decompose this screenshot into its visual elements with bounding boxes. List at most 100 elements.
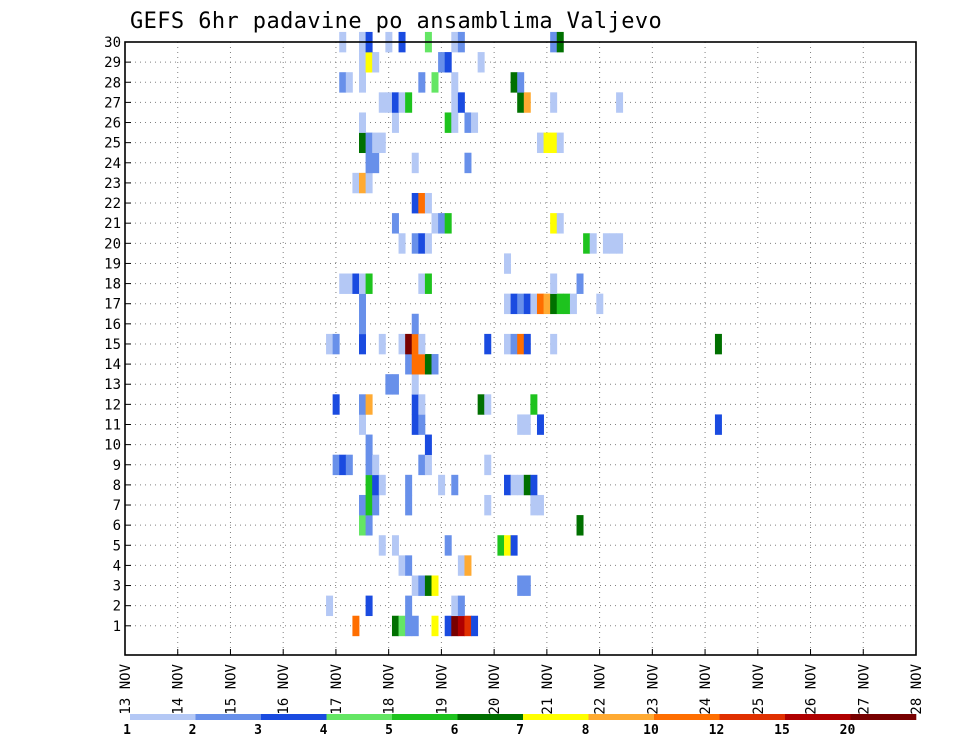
precip-cell: [391, 535, 399, 556]
y-tick-label: 9: [113, 458, 121, 474]
precip-cell: [372, 474, 380, 496]
precip-cell: [405, 354, 413, 375]
precip-cell: [359, 52, 366, 73]
y-tick-label: 25: [104, 136, 121, 152]
colorbar-tick-label: 2: [189, 723, 197, 738]
x-tick-label: 20 NOV: [487, 663, 503, 714]
precip-cell: [378, 535, 386, 556]
colorbar-swatch: [392, 714, 458, 720]
precip-cell: [451, 72, 459, 93]
precip-cell: [372, 152, 380, 174]
colorbar-tick-label: 7: [516, 723, 524, 738]
x-tick-label: 18 NOV: [382, 663, 398, 714]
precip-cell: [359, 132, 366, 154]
precip-cell: [457, 595, 465, 617]
precip-cell: [424, 233, 432, 254]
x-tick-label: 16 NOV: [276, 663, 292, 714]
y-tick-label: 2: [113, 599, 121, 615]
precip-cell: [359, 273, 366, 294]
precip-cell: [398, 333, 406, 355]
y-tick-label: 10: [104, 438, 121, 454]
precip-cell: [477, 394, 485, 415]
colorbar-swatch: [785, 714, 851, 720]
precip-cell: [424, 192, 432, 214]
precip-cell: [556, 293, 564, 315]
precip-cell: [391, 374, 399, 395]
precip-cell: [365, 132, 373, 154]
precip-cell: [530, 474, 538, 496]
precip-cell: [365, 172, 373, 194]
precip-cell: [359, 313, 366, 335]
precip-cell: [517, 414, 525, 435]
y-tick-label: 11: [104, 417, 121, 433]
y-tick-label: 12: [104, 397, 121, 413]
precip-cell: [424, 434, 432, 455]
y-tick-label: 28: [104, 75, 121, 91]
precip-cell: [504, 535, 512, 556]
chart-title: GEFS 6hr padavine po ansamblima Valjevo: [130, 9, 662, 34]
x-tick-label: 22 NOV: [593, 663, 609, 714]
y-axis-ticks: 1234567891011121314151617181920212223242…: [104, 35, 131, 635]
colorbar-tick-label: 4: [320, 723, 328, 738]
precip-cell: [497, 535, 505, 556]
colorbar-swatch: [523, 714, 589, 720]
precip-cell: [444, 535, 452, 556]
precip-cell: [365, 434, 373, 455]
precip-cell: [530, 293, 538, 315]
precip-cell: [326, 595, 334, 617]
precip-cell: [451, 595, 459, 617]
precip-cell: [418, 72, 426, 93]
precip-cell: [359, 333, 366, 355]
precip-cell: [510, 535, 518, 556]
precip-cell: [411, 374, 419, 395]
colorbar-tick-label: 6: [451, 723, 459, 738]
y-tick-label: 22: [104, 196, 121, 212]
colorbar-swatch: [719, 714, 786, 720]
colorbar-swatch: [130, 714, 196, 720]
y-tick-label: 7: [113, 498, 121, 514]
precip-cell: [464, 152, 472, 174]
x-tick-label: 25 NOV: [751, 663, 767, 714]
precip-cell: [391, 92, 399, 113]
precip-cell: [504, 474, 512, 496]
precip-cell: [484, 494, 492, 516]
precip-cell: [431, 72, 439, 93]
precip-cell: [616, 233, 624, 254]
precip-cell: [398, 92, 406, 113]
precip-cell: [616, 92, 624, 113]
colorbar: 1 2 3 4 5 6 7 8 10 12 15 20: [123, 714, 917, 738]
precip-cell: [411, 192, 419, 214]
precip-cell: [411, 313, 419, 335]
y-tick-label: 30: [104, 35, 121, 51]
precip-cell: [543, 132, 551, 154]
precip-cell: [352, 172, 360, 194]
precip-cell: [365, 273, 373, 294]
precip-cell: [365, 595, 373, 617]
colorbar-tick-label: 3: [254, 723, 262, 738]
precip-cell: [471, 615, 479, 637]
precip-cell: [523, 575, 531, 596]
precip-cell: [391, 615, 399, 637]
precip-cell: [418, 192, 426, 214]
precip-cell: [504, 253, 512, 274]
x-tick-label: 14 NOV: [171, 663, 187, 714]
plot-frame: [124, 41, 917, 656]
precip-cell: [444, 52, 452, 73]
precip-cell: [609, 233, 617, 254]
precip-cell: [391, 112, 399, 133]
precip-cell: [372, 52, 380, 73]
colorbar-tick-label: 1: [123, 723, 131, 738]
precip-cell: [438, 52, 446, 73]
precip-cell: [569, 293, 577, 315]
precip-cell: [365, 52, 373, 73]
precip-cell: [589, 233, 597, 254]
precip-cell: [523, 293, 531, 315]
precip-cell: [411, 233, 419, 254]
precip-cell: [536, 293, 544, 315]
precip-cell: [405, 595, 413, 617]
y-tick-label: 18: [104, 277, 121, 293]
precip-cell: [510, 474, 518, 496]
precip-cell: [510, 72, 518, 93]
y-tick-label: 23: [104, 176, 121, 192]
precip-cell: [457, 92, 465, 113]
